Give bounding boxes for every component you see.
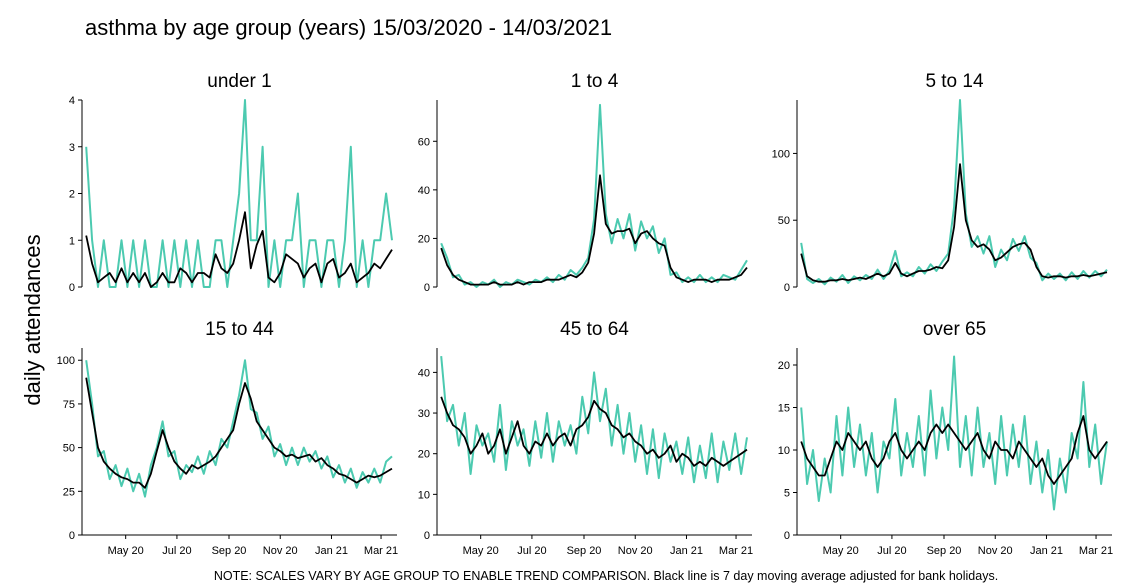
y-tick-label: 20 xyxy=(418,233,430,245)
x-tick-label: Sep 20 xyxy=(927,545,962,557)
panel-title: under 1 xyxy=(207,71,271,92)
y-tick-label: 15 xyxy=(778,403,790,415)
page-title: asthma by age group (years) 15/03/2020 -… xyxy=(85,15,612,40)
series-line xyxy=(440,103,748,288)
y-axis-label: daily attendances xyxy=(20,234,45,405)
series-line xyxy=(85,211,393,288)
x-tick-label: Jan 21 xyxy=(1030,545,1063,557)
y-tick-label: 0 xyxy=(424,530,430,542)
series-line xyxy=(800,355,1108,511)
y-tick-label: 3 xyxy=(69,142,75,154)
series-line xyxy=(800,99,1108,286)
note: NOTE: SCALES VARY BY AGE GROUP TO ENABLE… xyxy=(214,569,998,583)
y-tick-label: 40 xyxy=(418,367,430,379)
y-tick-label: 75 xyxy=(63,399,75,411)
x-tick-label: Jul 20 xyxy=(517,545,546,557)
y-tick-label: 50 xyxy=(778,215,790,227)
series-line xyxy=(85,359,393,498)
y-tick-label: 100 xyxy=(772,148,790,160)
y-tick-label: 60 xyxy=(418,136,430,148)
y-tick-label: 5 xyxy=(784,488,790,500)
series-line xyxy=(800,415,1108,485)
series-line xyxy=(800,163,1108,283)
x-tick-label: Jan 21 xyxy=(315,545,348,557)
series-line xyxy=(85,377,393,489)
y-tick-label: 0 xyxy=(784,282,790,294)
x-tick-label: Jan 21 xyxy=(670,545,703,557)
series-line xyxy=(440,174,748,286)
x-tick-label: Nov 20 xyxy=(618,545,653,557)
x-tick-label: Jul 20 xyxy=(162,545,191,557)
x-tick-label: Mar 21 xyxy=(364,545,398,557)
y-tick-label: 10 xyxy=(778,445,790,457)
y-tick-label: 30 xyxy=(418,408,430,420)
y-tick-label: 40 xyxy=(418,185,430,197)
y-tick-label: 25 xyxy=(63,486,75,498)
y-tick-label: 1 xyxy=(69,235,75,247)
series-line xyxy=(440,396,748,467)
panel-title: 1 to 4 xyxy=(571,71,619,92)
x-tick-label: May 20 xyxy=(823,545,859,557)
y-tick-label: 2 xyxy=(69,189,75,201)
x-tick-label: Jul 20 xyxy=(877,545,906,557)
y-tick-label: 0 xyxy=(69,530,75,542)
x-tick-label: May 20 xyxy=(463,545,499,557)
x-tick-label: May 20 xyxy=(108,545,144,557)
y-tick-label: 50 xyxy=(63,443,75,455)
panel-title: 45 to 64 xyxy=(560,319,629,340)
panel-title: over 65 xyxy=(923,319,986,340)
x-tick-label: Nov 20 xyxy=(263,545,298,557)
y-tick-label: 4 xyxy=(69,95,75,107)
y-tick-label: 20 xyxy=(418,449,430,461)
y-tick-label: 0 xyxy=(69,282,75,294)
y-tick-label: 0 xyxy=(784,530,790,542)
y-tick-label: 100 xyxy=(57,355,75,367)
y-tick-label: 10 xyxy=(418,489,430,501)
x-tick-label: Mar 21 xyxy=(719,545,753,557)
panel-title: 15 to 44 xyxy=(205,319,274,340)
series-line xyxy=(440,356,748,484)
y-tick-label: 20 xyxy=(778,360,790,372)
series-line xyxy=(85,99,393,288)
panel-title: 5 to 14 xyxy=(925,71,984,92)
x-tick-label: Sep 20 xyxy=(212,545,247,557)
x-tick-label: Mar 21 xyxy=(1079,545,1113,557)
x-tick-label: Nov 20 xyxy=(978,545,1013,557)
x-tick-label: Sep 20 xyxy=(567,545,602,557)
y-tick-label: 0 xyxy=(424,282,430,294)
